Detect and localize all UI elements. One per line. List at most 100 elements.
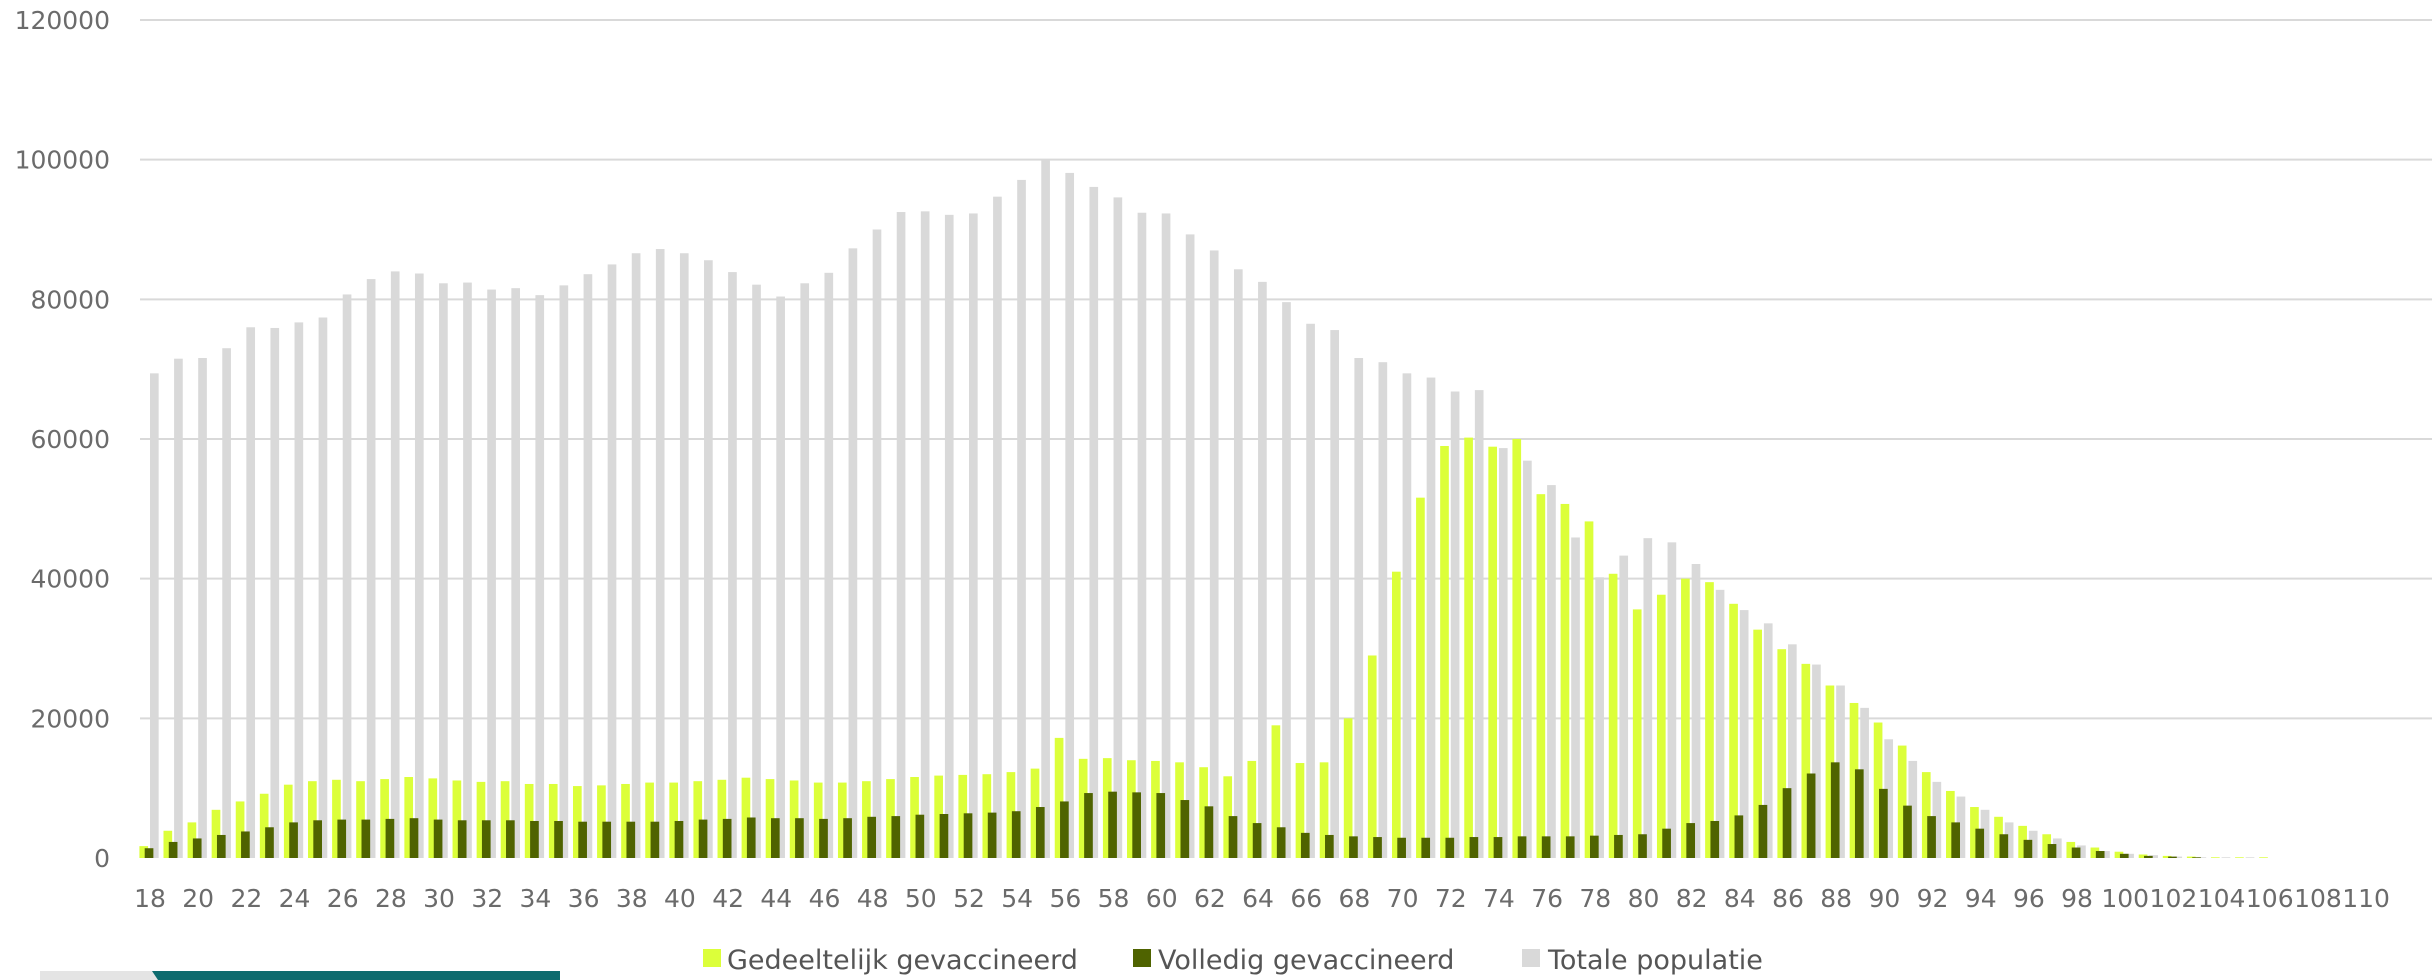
legend-item-full[interactable]: Volledig gevaccineerd [1133,945,1454,976]
bar-full [1999,834,2009,858]
bar-full [891,816,901,858]
bar-full [1975,828,1985,858]
bar-partial [1199,767,1208,858]
bar-full [144,848,154,858]
footer-band-dark [152,971,560,980]
bar-partial [2090,847,2100,858]
bar-partial [452,780,462,858]
legend-item-partial[interactable]: Gedeeltelijk gevaccineerd [703,945,1078,976]
x-tick-label: 20 [182,884,214,913]
x-tick-label: 96 [2013,884,2045,913]
bar-full [2047,844,2057,858]
bar-full [1373,837,1382,858]
bar-population [1908,760,1918,858]
x-tick-label: 32 [471,884,503,913]
bar-full [1397,837,1406,858]
bar-population [1980,809,1990,858]
bar-partial [717,779,727,858]
x-tick-label: 58 [1098,884,1130,913]
bar-population [631,253,641,858]
bar-partial [934,775,943,858]
bar-partial [645,782,654,858]
legend-item-population[interactable]: Totale populatie [1522,945,1763,976]
bar-full [1011,811,1021,858]
x-tick-label: 108 [2294,884,2342,913]
y-tick-label: 60000 [30,425,110,454]
bar-population [1354,357,1364,858]
bar-partial [693,781,703,858]
bar-population [993,196,1002,858]
x-tick-label: 72 [1435,884,1467,913]
bar-full [795,818,804,858]
bar-population [2221,857,2231,858]
bar-population [2197,857,2207,858]
x-tick-label: 48 [857,884,889,913]
bar-full [241,831,250,858]
legend-swatch-full [1133,949,1151,967]
bar-population [439,283,448,858]
bar-full [819,818,828,858]
bar-full [1686,823,1696,858]
x-tick-label: 86 [1772,884,1804,913]
bar-partial [2235,857,2244,858]
bar-full [674,820,684,858]
bar-full [1108,791,1117,858]
bar-full [530,820,539,858]
bar-partial [428,778,438,858]
bar-partial [1102,758,1112,858]
bar-partial [789,780,799,858]
bar-population [1667,542,1677,858]
bar-partial [1175,762,1184,858]
x-tick-label: 50 [905,884,937,913]
bar-full [2192,857,2201,858]
x-tick-label: 70 [1387,884,1419,913]
x-tick-label: 64 [1242,884,1274,913]
bar-partial [1464,437,1473,858]
bar-population [1956,796,1966,858]
bar-partial [1319,762,1329,858]
bar-partial [500,781,510,858]
bar-full [1565,836,1575,858]
bar-population [1113,197,1123,859]
bar-partial [1729,603,1738,858]
bar-population [1185,234,1195,859]
bar-population [1763,623,1773,858]
bar-full [1951,822,1960,858]
bar-partial [2186,856,2196,858]
bar-full [1903,805,1912,858]
bar-partial [332,779,341,858]
bar-full [1710,820,1720,858]
bar-full [1204,806,1214,858]
bar-partial [2114,851,2124,858]
bar-population [1017,179,1026,858]
bar-population [1498,448,1508,858]
bar-population [246,327,256,858]
bar-full [2144,855,2153,858]
bar-population [1450,391,1460,858]
bar-full [1469,837,1479,858]
bar-partial [1897,745,1907,858]
bar-population [1065,172,1075,858]
bar-partial [1777,649,1787,858]
bar-population [174,358,183,858]
bar-population [1378,362,1388,858]
x-tick-label: 82 [1676,884,1708,913]
bar-population [2149,855,2158,858]
bar-partial [1223,776,1233,858]
bar-population [1571,537,1580,858]
x-tick-label: 80 [1628,884,1660,913]
bar-population [1643,538,1653,858]
bar-population [704,260,713,858]
bar-partial [1946,790,1955,858]
legend-swatch-partial [703,949,721,967]
x-tick-label: 28 [375,884,407,913]
bar-partial [187,822,197,858]
bar-population [2125,853,2134,858]
bar-partial [1849,702,1859,858]
bar-full [1830,762,1840,858]
bar-full [746,817,756,858]
bar-full [1758,804,1768,858]
bar-full [1156,793,1166,858]
bar-partial [958,774,968,858]
